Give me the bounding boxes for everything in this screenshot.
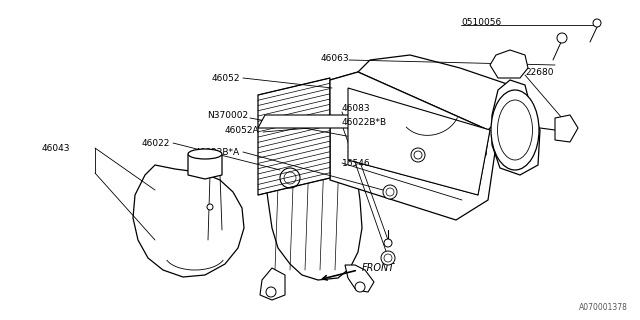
Polygon shape [358, 55, 530, 135]
Circle shape [384, 239, 392, 247]
Text: 46052A: 46052A [225, 125, 259, 134]
Circle shape [411, 148, 425, 162]
Circle shape [383, 185, 397, 199]
Text: FRONT: FRONT [362, 263, 396, 273]
Text: 46052: 46052 [211, 74, 240, 83]
Text: A070001378: A070001378 [579, 303, 628, 312]
Polygon shape [348, 88, 490, 195]
Polygon shape [133, 165, 244, 277]
Text: 22680: 22680 [525, 68, 554, 76]
Polygon shape [345, 265, 374, 292]
Text: 46063: 46063 [321, 53, 349, 62]
Polygon shape [492, 80, 540, 175]
Ellipse shape [188, 149, 222, 159]
Polygon shape [490, 50, 528, 78]
Circle shape [381, 251, 395, 265]
Circle shape [593, 19, 601, 27]
Polygon shape [330, 72, 500, 220]
Circle shape [355, 282, 365, 292]
Polygon shape [260, 130, 362, 280]
Text: 0510056: 0510056 [461, 18, 501, 27]
Circle shape [207, 204, 213, 210]
Circle shape [557, 33, 567, 43]
Polygon shape [330, 72, 488, 165]
Text: 46022: 46022 [141, 139, 170, 148]
Polygon shape [258, 115, 356, 128]
Text: 46083: 46083 [342, 103, 371, 113]
Polygon shape [555, 115, 578, 142]
Text: N370002: N370002 [207, 110, 248, 119]
Ellipse shape [491, 90, 539, 170]
Circle shape [266, 287, 276, 297]
Text: 46022B*B: 46022B*B [342, 117, 387, 126]
Polygon shape [258, 78, 330, 195]
Text: 46022B*A: 46022B*A [195, 148, 240, 156]
Text: 16546: 16546 [342, 158, 371, 167]
Text: 46043: 46043 [42, 143, 70, 153]
Polygon shape [188, 151, 222, 179]
Polygon shape [260, 268, 285, 300]
